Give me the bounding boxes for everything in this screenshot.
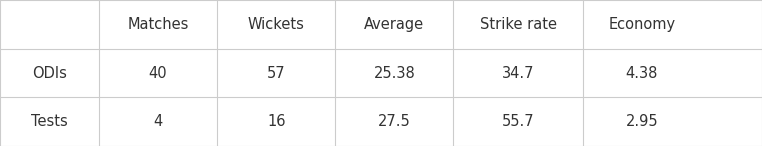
Text: ODIs: ODIs <box>32 66 67 80</box>
Text: 57: 57 <box>267 66 286 80</box>
Text: 34.7: 34.7 <box>502 66 534 80</box>
Text: Average: Average <box>364 17 424 32</box>
Text: Economy: Economy <box>608 17 676 32</box>
Text: 16: 16 <box>267 114 286 129</box>
Text: 2.95: 2.95 <box>626 114 658 129</box>
Text: 4: 4 <box>153 114 163 129</box>
Text: 40: 40 <box>149 66 168 80</box>
Text: 27.5: 27.5 <box>378 114 411 129</box>
Text: Strike rate: Strike rate <box>479 17 557 32</box>
Text: Wickets: Wickets <box>248 17 305 32</box>
Text: 55.7: 55.7 <box>502 114 534 129</box>
Text: Matches: Matches <box>127 17 189 32</box>
Text: Tests: Tests <box>31 114 68 129</box>
Text: 4.38: 4.38 <box>626 66 658 80</box>
Text: 25.38: 25.38 <box>373 66 415 80</box>
